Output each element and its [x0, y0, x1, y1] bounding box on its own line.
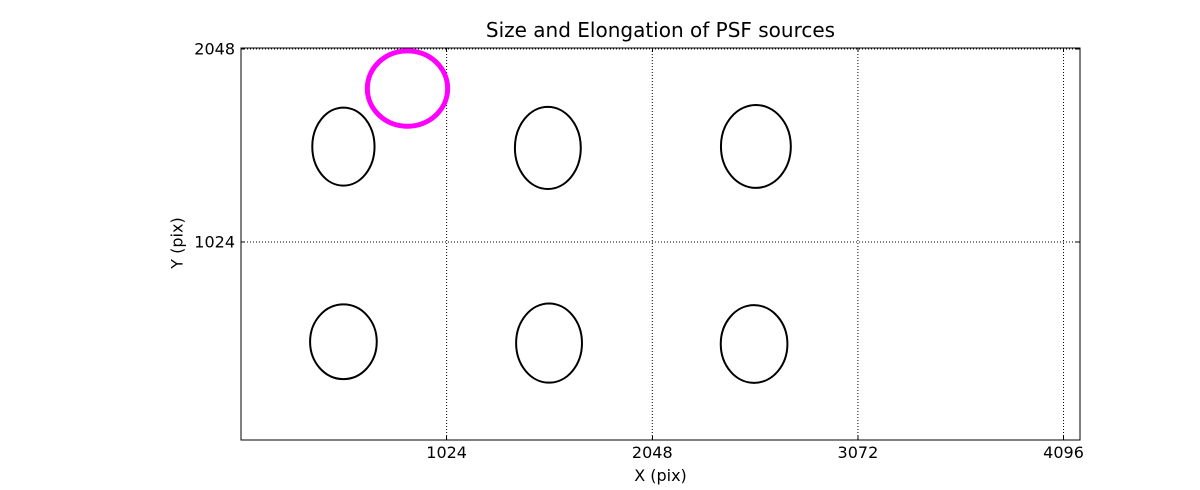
chart-title: Size and Elongation of PSF sources [485, 18, 836, 42]
psf-ellipse [311, 106, 376, 187]
psf-ellipse [719, 103, 792, 189]
y-tick-label: 1024 [194, 233, 235, 252]
y-tick-label: 2048 [194, 39, 235, 58]
x-tick-label: 3072 [838, 443, 879, 462]
plot-box [240, 47, 1081, 441]
x-axis-label: X (pix) [634, 466, 687, 485]
x-tick-label: 4096 [1043, 443, 1084, 462]
psf-ellipse [515, 302, 583, 384]
x-tick-label: 2048 [632, 443, 673, 462]
psf-ellipse [309, 303, 378, 381]
x-tick-label: 1024 [426, 443, 467, 462]
y-axis-label: Y (pix) [167, 217, 187, 269]
psf-ellipse [719, 304, 789, 384]
highlight-ellipse [364, 48, 451, 129]
psf-ellipse [513, 105, 582, 191]
